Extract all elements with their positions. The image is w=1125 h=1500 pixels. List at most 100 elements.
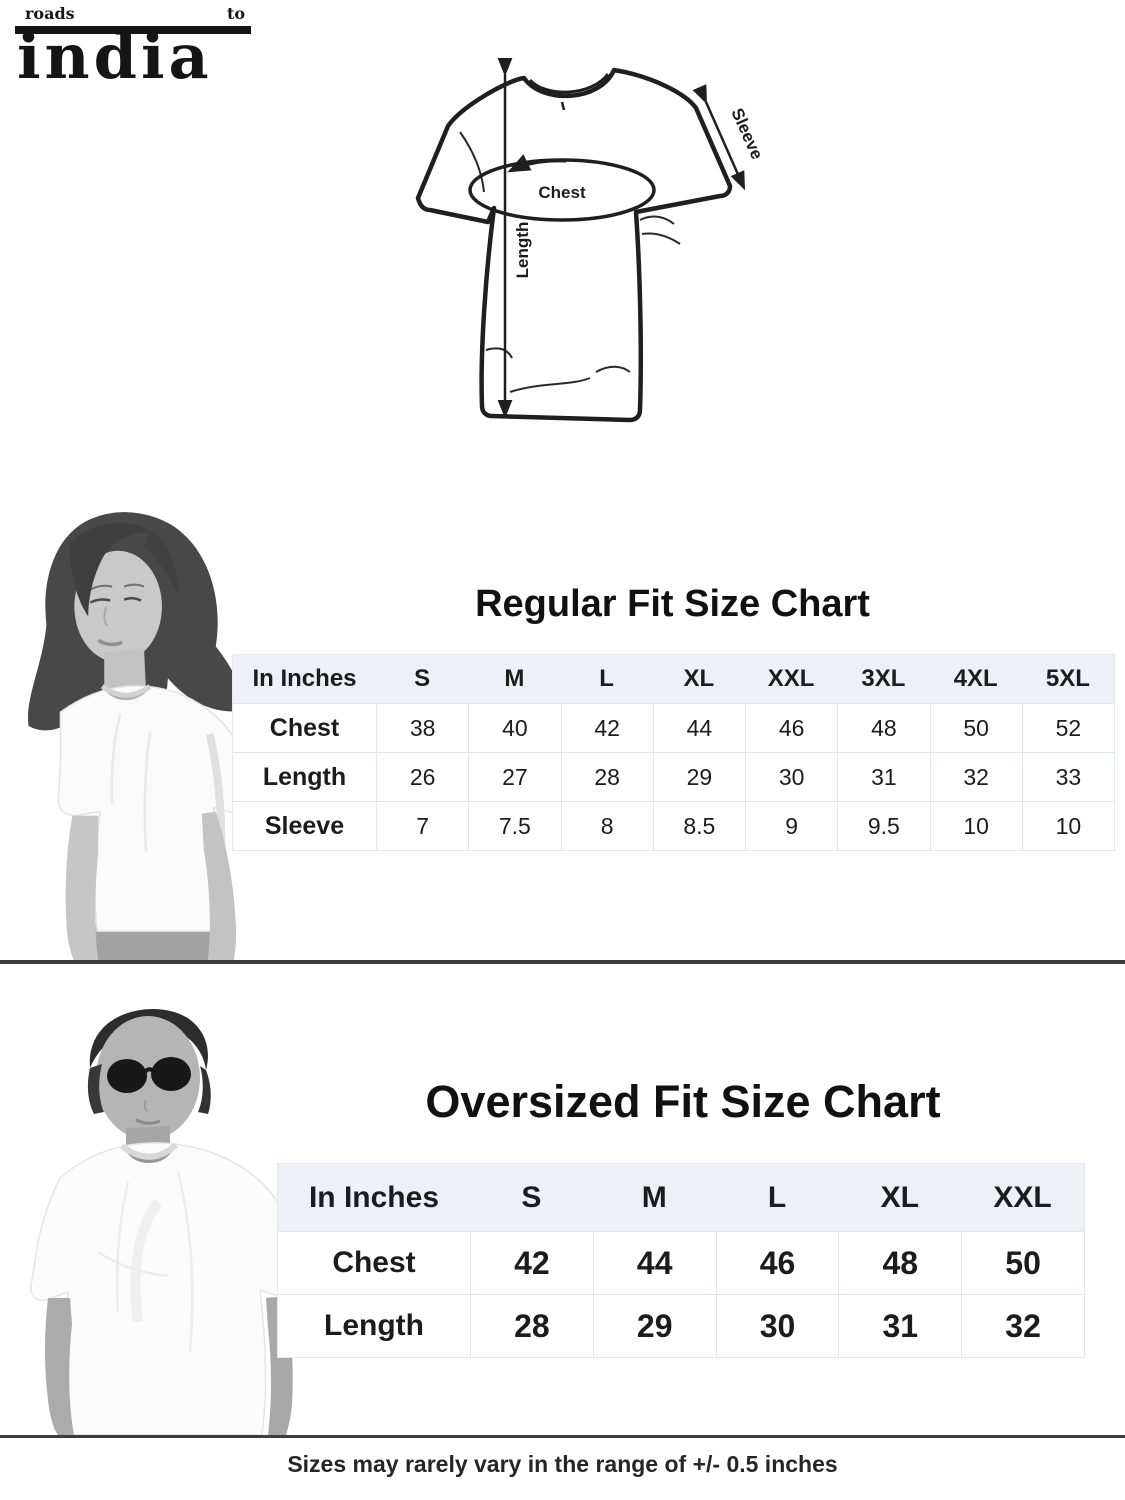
chest-label: Chest	[538, 183, 586, 202]
measure-value: 8	[560, 801, 653, 850]
measure-value: 29	[652, 752, 745, 801]
collar-notch	[560, 101, 566, 111]
oversized-length-row: Length 28 29 30 31 32	[278, 1294, 1084, 1357]
oversized-unit-header: In Inches	[308, 1180, 440, 1214]
sunglasses-left-lens	[107, 1059, 147, 1093]
size-col-header: S	[414, 665, 431, 692]
measure-value: 48	[837, 703, 930, 752]
measure-value: 42	[560, 703, 653, 752]
measure-value: 26	[376, 752, 469, 801]
regular-fit-table: In Inches S M L XL XXL 3XL 4XL 5XL Chest…	[232, 654, 1115, 851]
regular-model-photo-woman	[27, 512, 253, 961]
regular-length-row: Length 26 27 28 29 30 31 32 33	[233, 752, 1114, 801]
oversized-model-photo-man	[30, 1009, 301, 1435]
sunglasses-bridge	[143, 1067, 155, 1074]
size-col-header: M	[641, 1180, 667, 1214]
measure-value: 9	[745, 801, 838, 850]
measure-value: 32	[929, 752, 1022, 801]
man-tshirt-folds	[97, 1171, 194, 1353]
tshirt-outline	[415, 67, 733, 423]
tshirt-measurement-diagram: Chest Length Sleeve	[415, 57, 762, 423]
row-label: Length	[233, 752, 376, 801]
regular-unit-header: In Inches	[252, 665, 357, 692]
oversized-chest-row: Chest 42 44 46 48 50	[278, 1231, 1084, 1294]
measure-value: 32	[961, 1294, 1084, 1357]
woman-face-features	[87, 583, 145, 647]
measure-value: 50	[961, 1231, 1084, 1294]
row-label: Chest	[278, 1231, 470, 1294]
woman-collar-band	[100, 684, 152, 698]
man-hair-side-left	[87, 1064, 104, 1114]
brand-word-to: to	[226, 4, 245, 23]
measure-value: 28	[470, 1294, 593, 1357]
size-col-header: 3XL	[861, 665, 906, 692]
size-col-header: XL	[880, 1180, 919, 1214]
measure-value: 28	[560, 752, 653, 801]
measure-value: 27	[468, 752, 561, 801]
woman-hair-front	[70, 523, 153, 617]
woman-left-arm	[65, 815, 99, 961]
footer-divider	[0, 1435, 1125, 1438]
measure-value: 10	[1021, 801, 1114, 850]
measure-value: 46	[715, 1231, 839, 1294]
brand-logo: roads to india	[15, 4, 251, 93]
measure-value: 10	[929, 801, 1022, 850]
section-divider	[0, 960, 1125, 964]
measure-value: 30	[745, 752, 838, 801]
regular-chest-row: Chest 38 40 42 44 46 48 50 52	[233, 703, 1114, 752]
man-tshirt	[30, 1142, 301, 1435]
size-col-header: XL	[683, 665, 715, 692]
measure-value: 29	[592, 1294, 716, 1357]
measure-value: 30	[715, 1294, 839, 1357]
measure-value: 31	[837, 752, 930, 801]
measure-value: 8.5	[652, 801, 745, 850]
size-col-header: L	[767, 1180, 787, 1214]
regular-sleeve-row: Sleeve 7 7.5 8 8.5 9 9.5 10 10	[233, 801, 1114, 850]
brand-logo-top-row: roads to	[15, 4, 251, 23]
oversized-fit-title: Oversized Fit Size Chart	[425, 1076, 941, 1127]
man-collar-band	[120, 1142, 178, 1160]
measure-value: 40	[468, 703, 561, 752]
sleeve-arrow	[692, 84, 746, 191]
length-label: Length	[513, 222, 532, 279]
row-label: Length	[278, 1294, 470, 1357]
regular-table-header-row: In Inches S M L XL XXL 3XL 4XL 5XL	[233, 655, 1114, 703]
man-collar-shadow	[124, 1148, 174, 1163]
measure-value: 42	[470, 1231, 593, 1294]
woman-face	[74, 550, 162, 663]
size-col-header: 5XL	[1045, 665, 1090, 692]
woman-collar-shadow	[103, 688, 150, 701]
size-col-header: XXL	[993, 1180, 1052, 1214]
row-label: Sleeve	[233, 801, 376, 850]
size-col-header: S	[521, 1180, 542, 1214]
man-face-features	[135, 1099, 161, 1125]
oversized-table-header-row: In Inches S M L XL XXL	[278, 1164, 1084, 1231]
woman-hair-strand	[144, 530, 178, 595]
measure-value: 7.5	[468, 801, 561, 850]
size-variance-note: Sizes may rarely vary in the range of +/…	[287, 1451, 838, 1477]
sleeve-label: Sleeve	[727, 105, 762, 162]
measure-value: 50	[929, 703, 1022, 752]
measure-value: 33	[1021, 752, 1114, 801]
chest-arrow	[507, 154, 567, 173]
measure-value: 38	[376, 703, 469, 752]
measure-value: 7	[376, 801, 469, 850]
measure-value: 52	[1021, 703, 1114, 752]
measure-value: 44	[652, 703, 745, 752]
brand-headline-bar	[15, 26, 251, 34]
brand-word-roads: roads	[25, 4, 75, 23]
measure-value: 31	[838, 1294, 962, 1357]
size-col-header: L	[599, 665, 614, 692]
man-left-arm	[45, 1298, 74, 1435]
size-col-header: 4XL	[953, 665, 998, 692]
measure-value: 48	[838, 1231, 962, 1294]
measure-value: 9.5	[837, 801, 930, 850]
sunglasses-right-lens	[151, 1057, 191, 1091]
collar-line	[528, 73, 610, 94]
size-col-header: XXL	[767, 665, 815, 692]
brand-word-india: india	[17, 20, 213, 93]
regular-fit-title: Regular Fit Size Chart	[475, 583, 870, 625]
row-label: Chest	[233, 703, 376, 752]
measure-value: 46	[745, 703, 838, 752]
